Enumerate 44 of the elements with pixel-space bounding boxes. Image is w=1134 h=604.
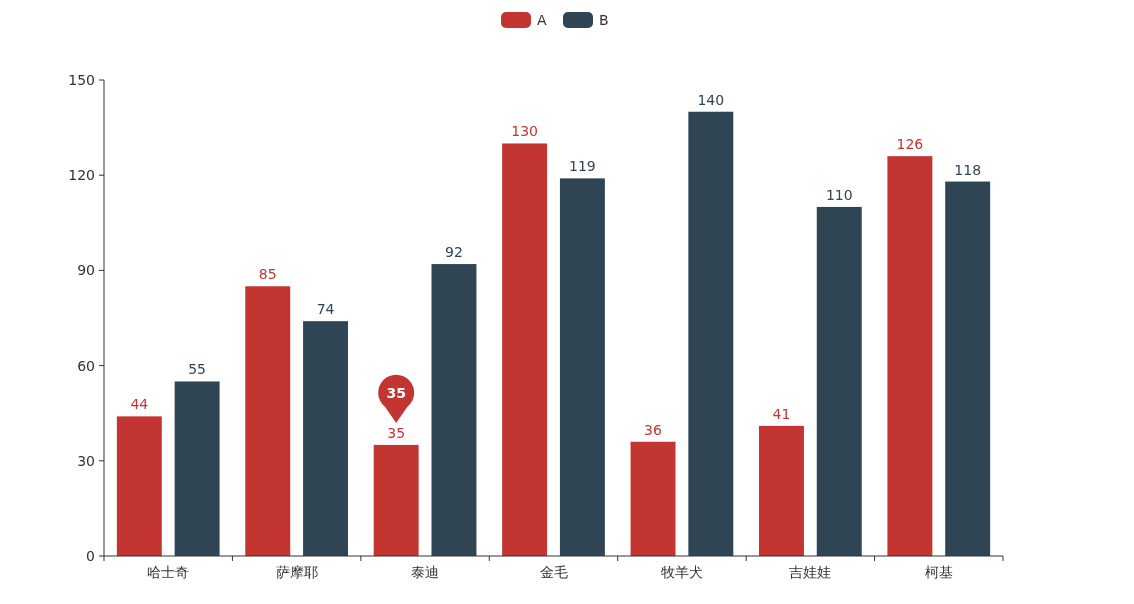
- legend-label: A: [537, 12, 547, 28]
- y-tick-label: 60: [77, 357, 95, 374]
- y-tick-label: 30: [77, 452, 95, 469]
- data-label: 92: [445, 244, 463, 261]
- bar: [116, 416, 162, 556]
- data-label: 140: [697, 91, 725, 108]
- data-label: 126: [896, 136, 924, 153]
- bar: [887, 156, 933, 556]
- data-label: 44: [130, 396, 149, 413]
- x-tick-label: 萨摩耶: [275, 564, 318, 580]
- x-tick-label: 泰迪: [411, 564, 440, 580]
- data-label: 74: [316, 301, 335, 318]
- bar: [688, 111, 734, 556]
- x-tick-label: 吉娃娃: [789, 564, 832, 580]
- data-label: 36: [644, 421, 663, 438]
- data-label: 130: [511, 123, 538, 140]
- bar: [373, 444, 419, 556]
- data-label: 55: [188, 361, 207, 378]
- data-label: 119: [569, 158, 596, 175]
- x-tick-label: 哈士奇: [147, 564, 190, 580]
- y-tick-label: 150: [68, 72, 95, 88]
- bar: [945, 181, 991, 556]
- data-label: 85: [258, 266, 277, 283]
- bar: [630, 441, 676, 556]
- y-tick-label: 0: [86, 548, 95, 564]
- bar: [502, 143, 548, 556]
- data-label: 35: [387, 424, 406, 441]
- y-tick-label: 90: [77, 262, 95, 279]
- bar: [816, 206, 862, 556]
- legend-label: B: [599, 12, 609, 28]
- y-tick-label: 120: [68, 167, 95, 184]
- bar: [559, 178, 605, 556]
- bar: [758, 425, 804, 556]
- x-tick-label: 金毛: [539, 564, 568, 580]
- bar: [245, 286, 291, 556]
- bar: [303, 321, 349, 556]
- data-label: 118: [954, 161, 982, 178]
- data-label: 110: [825, 186, 853, 203]
- data-label: 41: [772, 405, 791, 422]
- bar: [174, 381, 220, 556]
- bar: [431, 264, 477, 556]
- x-tick-label: 柯基: [924, 564, 953, 580]
- annotation: 35: [386, 384, 406, 401]
- x-tick-label: 牧羊犬: [660, 564, 703, 580]
